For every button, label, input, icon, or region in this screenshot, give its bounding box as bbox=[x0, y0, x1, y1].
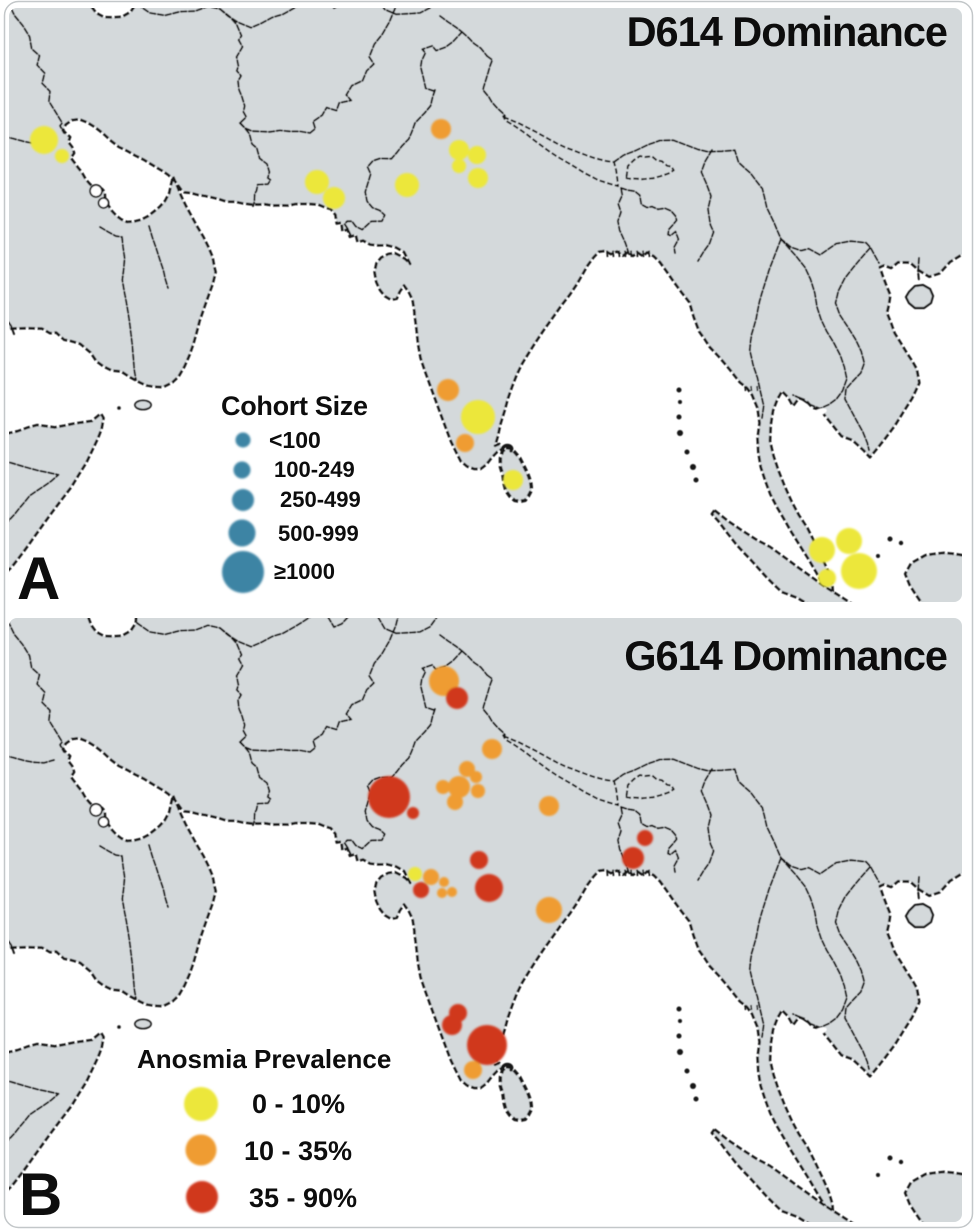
svg-text:500-999: 500-999 bbox=[278, 521, 359, 546]
svg-text:A: A bbox=[17, 545, 60, 612]
svg-text:10 - 35%: 10 - 35% bbox=[244, 1136, 352, 1166]
svg-text:100-249: 100-249 bbox=[274, 457, 355, 482]
svg-text:0 - 10%: 0 - 10% bbox=[252, 1089, 345, 1119]
svg-text:G614 Dominance: G614 Dominance bbox=[624, 632, 947, 679]
svg-text:Anosmia Prevalence: Anosmia Prevalence bbox=[137, 1044, 391, 1074]
svg-text:D614 Dominance: D614 Dominance bbox=[627, 8, 947, 55]
svg-text:Cohort Size: Cohort Size bbox=[221, 391, 368, 421]
svg-text:≥1000: ≥1000 bbox=[274, 559, 335, 584]
svg-text:<100: <100 bbox=[269, 427, 321, 453]
svg-text:35 - 90%: 35 - 90% bbox=[249, 1183, 357, 1213]
svg-text:250-499: 250-499 bbox=[280, 487, 361, 512]
svg-text:B: B bbox=[19, 1161, 62, 1228]
